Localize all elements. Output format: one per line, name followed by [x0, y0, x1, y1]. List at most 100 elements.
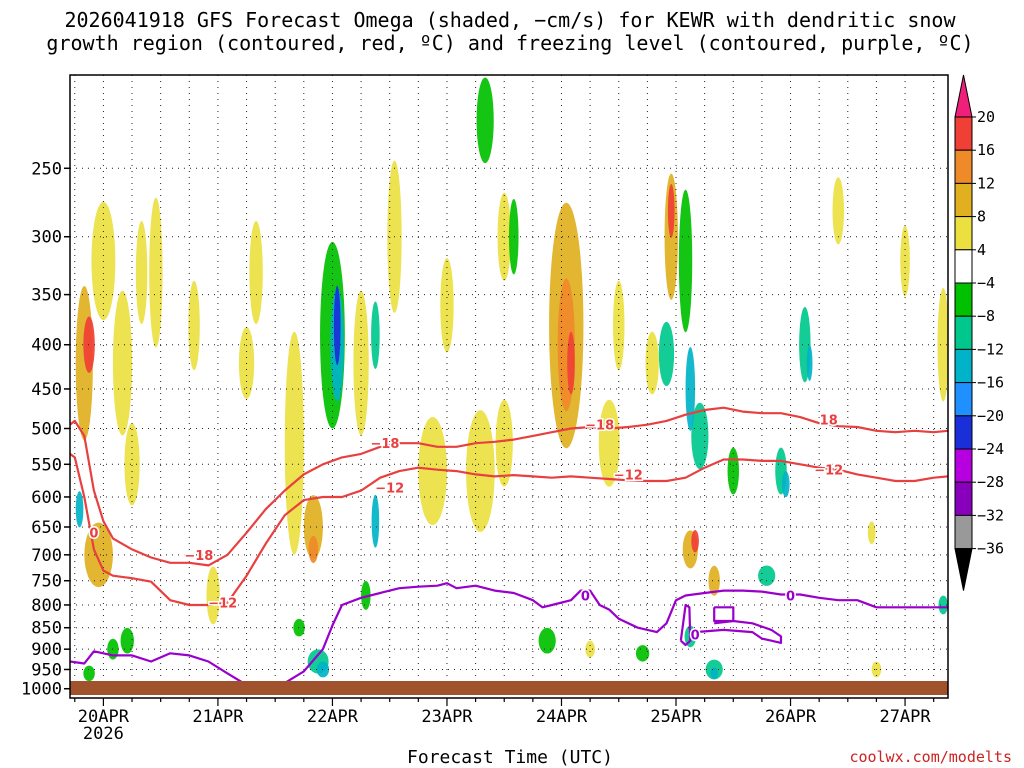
y-axis: 2503003504004505005506006507007508008509…: [21, 159, 70, 700]
colorbar-swatch-2: [954, 481, 973, 516]
x-tick-label-20APR: 20APR: [78, 707, 130, 727]
y-tick-label-500: 500: [31, 420, 62, 440]
omega-blob-10: [466, 410, 495, 532]
colorbar-bottom-triangle: [954, 548, 973, 591]
omega-blob-63: [781, 471, 790, 498]
colorbar-label-9: −20: [977, 407, 1004, 425]
colorbar-label-2: 12: [977, 174, 995, 192]
omega-blob-66: [567, 331, 575, 395]
omega-blob-6: [284, 331, 304, 555]
omega-blob-30: [598, 399, 620, 487]
colorbar-label-13: −36: [977, 540, 1004, 558]
contour-label-11: 0: [691, 628, 700, 643]
y-tick-label-950: 950: [31, 660, 62, 680]
omega-blob-17: [832, 177, 844, 245]
omega-blob-1: [135, 220, 148, 325]
colorbar-label-5: −4: [977, 274, 995, 292]
omega-blob-20: [91, 201, 116, 321]
omega-blob-0: [124, 423, 140, 506]
colorbar-label-7: −12: [977, 340, 1004, 358]
colorbar-swatch-8: [954, 282, 973, 317]
omega-blob-69: [333, 285, 341, 366]
colorbar-swatch-1: [954, 514, 973, 550]
x-tick-label-22APR: 22APR: [307, 707, 359, 727]
y-tick-label-750: 750: [31, 572, 62, 592]
colorbar-swatch-12: [954, 149, 973, 184]
contour-label-1: −18: [184, 549, 213, 564]
omega-blob-16: [645, 331, 659, 395]
omega-shading: [75, 77, 948, 682]
y-tick-label-350: 350: [31, 286, 62, 306]
colorbar-label-11: −28: [977, 473, 1004, 491]
omega-blob-18: [867, 521, 876, 545]
omega-blob-9: [440, 258, 454, 353]
omega-blob-22: [149, 197, 163, 348]
y-tick-label-550: 550: [31, 455, 62, 475]
x-tick-label-24APR: 24APR: [536, 707, 588, 727]
y-tick-label-850: 850: [31, 619, 62, 639]
contour-label-10: 0: [581, 589, 590, 604]
x-tick-sublabel: 2026: [83, 724, 124, 744]
freezing-closed-3: [695, 619, 783, 644]
plot-frame: [69, 74, 949, 699]
omega-blob-58: [685, 347, 696, 431]
x-axis-label: Forecast Time (UTC): [407, 747, 613, 768]
x-tick-label-27APR: 27APR: [879, 707, 931, 727]
colorbar-swatch-5: [954, 382, 973, 417]
omega-blob-67: [667, 183, 675, 238]
omega-blob-4: [249, 220, 263, 325]
omega-blob-25: [83, 665, 95, 682]
omega-blob-11: [497, 192, 511, 281]
omega-blob-29: [538, 627, 556, 654]
y-tick-label-700: 700: [31, 546, 62, 566]
y-tick-label-450: 450: [31, 380, 62, 400]
colorbar-label-3: 8: [977, 208, 986, 226]
omega-blob-33: [937, 288, 948, 402]
colorbar-swatch-11: [954, 182, 973, 218]
omega-blob-21: [112, 290, 133, 436]
colorbar-swatch-10: [954, 216, 973, 251]
omega-blob-13: [509, 199, 519, 275]
omega-blob-15: [613, 280, 625, 371]
colorbar-label-0: 20: [977, 108, 995, 126]
colorbar-swatch-9: [954, 249, 973, 284]
omega-blob-37: [678, 189, 693, 333]
colorbar-label-6: −8: [977, 307, 995, 325]
contour-label-7: 18: [820, 413, 838, 428]
omega-blob-36: [635, 645, 650, 662]
chart-title-line1: 2026041918 GFS Forecast Omega (shaded, −…: [64, 8, 956, 32]
dgz-bottom-12: [70, 453, 948, 607]
ground-strip: [70, 681, 948, 695]
contour-label-3: −18: [370, 437, 399, 452]
contour-label-12: 0: [786, 589, 795, 604]
chart-title-line2: growth region (contoured, red, ºC) and f…: [46, 31, 973, 55]
omega-blob-49: [938, 595, 948, 615]
omega-blob-28: [476, 77, 494, 164]
y-tick-label-1000: 1000: [21, 680, 62, 700]
contour-label-5: −18: [585, 419, 614, 434]
omega-blob-23: [120, 627, 134, 654]
contour-label-8: −12: [814, 464, 843, 479]
omega-blob-41: [371, 301, 380, 370]
omega-blob-57: [371, 494, 380, 548]
omega-blob-60: [75, 491, 84, 528]
omega-blob-46: [758, 565, 776, 586]
contour-label-2: −12: [208, 597, 237, 612]
colorbar-swatch-13: [954, 116, 973, 151]
y-tick-label-650: 650: [31, 518, 62, 538]
colorbar-label-10: −24: [977, 440, 1004, 458]
x-tick-label-26APR: 26APR: [765, 707, 817, 727]
omega-blob-35: [361, 581, 371, 610]
credit-text: coolwx.com/modelts: [849, 748, 1012, 766]
colorbar-swatch-4: [954, 415, 973, 450]
omega-blob-2: [188, 280, 200, 371]
colorbar-label-1: 16: [977, 141, 995, 159]
contour-label-0: 0: [89, 527, 98, 542]
colorbar: 20 16 12 8 4 −4 −8 −12 −16 −20 −24 −28 −32 −36: [954, 74, 1004, 591]
contour-label-4: −12: [375, 481, 404, 496]
omega-blob-68: [691, 530, 699, 553]
freezing-level-0: [70, 582, 948, 688]
